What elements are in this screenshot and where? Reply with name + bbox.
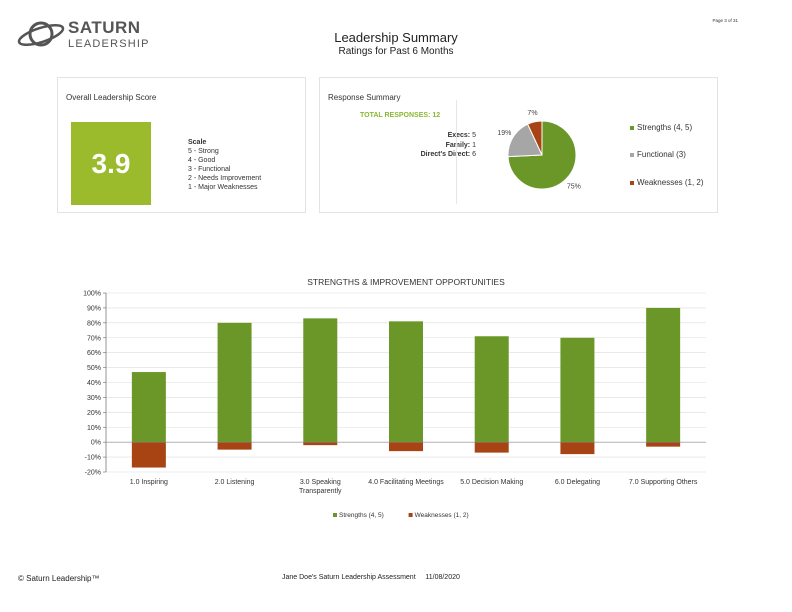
legend-label: Strengths (4, 5) (637, 123, 693, 132)
company-logo: SATURN LEADERSHIP (16, 16, 156, 52)
y-tick-label: 30% (87, 395, 101, 402)
page-subtitle: Ratings for Past 6 Months (338, 46, 454, 57)
legend-swatch (630, 180, 634, 185)
weakness-bar (646, 442, 681, 447)
response-value: 6 (472, 151, 476, 158)
response-row-directs: Direct's Direct: 6 (340, 151, 476, 159)
x-tick-label: 2.0 Listening (215, 479, 255, 486)
scale-item: 1 - Major Weaknesses (188, 184, 258, 191)
pie-legend-item: Functional (3) (630, 150, 686, 159)
y-tick-label: 40% (87, 380, 101, 387)
legend-label: Weaknesses (1, 2) (637, 178, 704, 187)
y-tick-label: 60% (87, 350, 101, 357)
response-label: Direct's Direct: (420, 151, 471, 158)
strength-bar (303, 318, 338, 443)
response-value: 5 (472, 132, 476, 139)
page-title: Leadership Summary (334, 30, 458, 45)
pie-slice-label: 75% (567, 183, 581, 190)
strength-bar (389, 321, 423, 443)
legend-label: Strengths (4, 5) (339, 512, 384, 519)
legend-swatch (630, 125, 634, 130)
x-tick-label: 6.0 Delegating (555, 479, 600, 486)
pie-slice-label: 7% (527, 110, 537, 117)
response-row-execs: Execs: 5 (340, 132, 476, 140)
logo-text-saturn: SATURN (68, 18, 141, 37)
response-label: Execs: (447, 132, 471, 139)
response-pie-chart: 75% 19% 7% (497, 110, 581, 190)
logo-text-leadership: LEADERSHIP (68, 38, 150, 50)
overall-score-card: Overall Leadership Score 3.9 Scale 5 - S… (57, 77, 306, 213)
pie-slice (507, 123, 543, 158)
weakness-bar (217, 442, 252, 450)
pie-slice-label: 19% (497, 130, 511, 137)
strength-bar (131, 372, 166, 443)
pie-legend-item: Weaknesses (1, 2) (630, 178, 704, 187)
total-responses: TOTAL RESPONSES: 12 (360, 112, 441, 119)
page-number: Page 3 of 31 (712, 18, 738, 23)
y-tick-label: 70% (87, 335, 101, 342)
chart-title: STRENGTHS & IMPROVEMENT OPPORTUNITIES (307, 277, 505, 287)
y-tick-label: 50% (87, 365, 101, 372)
y-tick-label: 90% (87, 305, 101, 312)
legend-swatch (333, 513, 337, 517)
response-summary-card: Response Summary TOTAL RESPONSES: 12 Exe… (319, 77, 718, 213)
strength-bar (217, 322, 252, 443)
strength-bar (474, 336, 509, 443)
response-summary-title: Response Summary (328, 93, 401, 102)
scale-item: 3 - Functional (188, 166, 231, 173)
legend-label: Functional (3) (637, 150, 686, 159)
weakness-bar (303, 442, 338, 446)
y-tick-label: -20% (85, 470, 101, 477)
strength-bar (560, 337, 595, 443)
footer-copyright: © Saturn Leadership™ (18, 574, 100, 583)
y-tick-label: -10% (85, 455, 101, 462)
weakness-bar (560, 442, 595, 455)
x-tick-label: 1.0 Inspiring (130, 479, 168, 486)
legend-label: Weaknesses (1, 2) (415, 512, 469, 519)
pie-slice (526, 120, 543, 156)
x-tick-label: 4.0 Facilitating Meetings (368, 479, 444, 486)
x-tick-label: 5.0 Decision Making (460, 479, 523, 486)
y-tick-label: 20% (87, 410, 101, 417)
score-scale: Scale 5 - Strong 4 - Good 3 - Functional… (188, 138, 261, 192)
y-tick-label: 0% (91, 440, 101, 447)
legend-swatch (630, 152, 634, 157)
weakness-bar (389, 442, 423, 452)
score-value-box: 3.9 (71, 122, 151, 205)
strengths-bar-chart: STRENGTHS & IMPROVEMENT OPPORTUNITIES -20… (83, 277, 706, 519)
scale-title: Scale (188, 139, 207, 146)
weakness-bar (474, 442, 509, 453)
strengths-chart: STRENGTHS & IMPROVEMENT OPPORTUNITIES -20… (60, 265, 730, 535)
legend-swatch (408, 513, 413, 517)
saturn-planet-icon (17, 21, 65, 47)
strength-bar (646, 307, 681, 443)
scale-item: 4 - Good (188, 157, 216, 164)
x-tick-label: 7.0 Supporting Others (629, 479, 698, 486)
response-value: 1 (472, 142, 476, 149)
response-row-family: Family: 1 (340, 142, 476, 150)
footer-report-info: Jane Doe's Saturn Leadership Assessment … (282, 574, 460, 581)
y-tick-label: 100% (83, 291, 101, 298)
overall-score-title: Overall Leadership Score (66, 93, 157, 102)
scale-item: 5 - Strong (188, 148, 219, 155)
response-divider (456, 100, 457, 204)
y-tick-label: 10% (87, 425, 101, 432)
pie-legend-item: Strengths (4, 5) (630, 123, 692, 132)
y-tick-label: 80% (87, 320, 101, 327)
x-tick-label: 3.0 Speaking (300, 479, 341, 486)
weakness-bar (131, 442, 166, 468)
x-tick-label: Transparently (299, 488, 342, 495)
scale-item: 2 - Needs Improvement (188, 175, 262, 182)
response-label: Family: (445, 142, 471, 149)
